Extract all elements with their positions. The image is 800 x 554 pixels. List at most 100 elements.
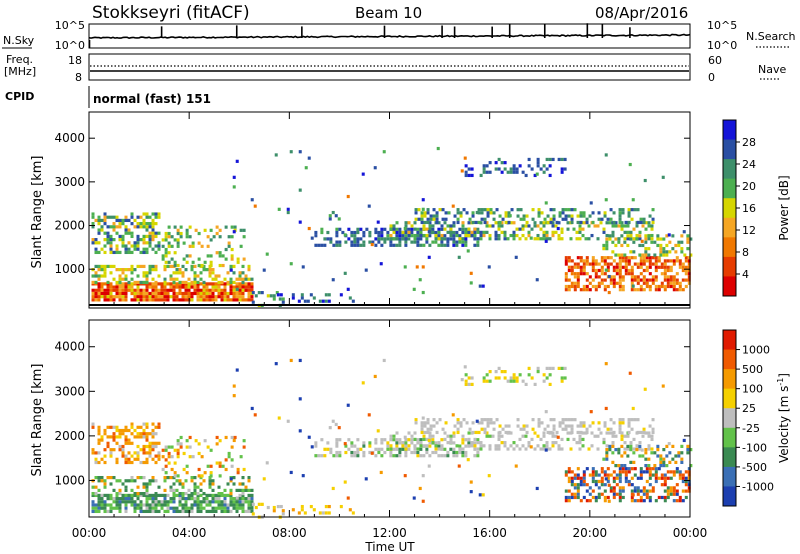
power-cell <box>196 288 200 292</box>
power-cell <box>542 164 546 168</box>
velocity-cell <box>118 497 122 501</box>
power-cell <box>677 240 681 244</box>
velocity-cell <box>133 506 137 510</box>
power-cell <box>618 214 622 218</box>
velocity-cell <box>611 441 615 445</box>
velocity-cell <box>184 500 188 504</box>
velocity-cell <box>178 497 182 501</box>
power-cell <box>403 265 407 269</box>
velocity-cell <box>659 454 663 458</box>
power-cell <box>603 211 607 215</box>
power-cell <box>686 240 690 244</box>
power-cell <box>109 295 113 299</box>
velocity-cell <box>464 379 468 383</box>
power-cell <box>151 295 155 299</box>
power-cell <box>644 221 648 225</box>
power-cell <box>209 228 213 232</box>
velocity-cell <box>224 435 228 440</box>
power-cell <box>618 284 622 289</box>
power-cell <box>440 224 444 228</box>
power-cell <box>657 259 661 263</box>
power-cell <box>307 226 311 231</box>
power-cell <box>232 288 236 292</box>
power-cell <box>426 211 430 215</box>
velocity-cell <box>100 500 104 504</box>
power-cell <box>157 291 161 296</box>
power-x-axis <box>88 112 691 305</box>
power-cell <box>106 295 110 299</box>
power-cell <box>262 268 266 272</box>
velocity-cell <box>540 421 544 425</box>
velocity-cell <box>109 435 113 439</box>
velocity-cell <box>94 506 98 510</box>
velocity-cell <box>303 511 307 515</box>
power-cell <box>671 234 675 238</box>
power-cell <box>359 237 363 241</box>
velocity-cell <box>438 418 442 422</box>
power-cell <box>300 296 304 300</box>
velocity-cell <box>226 506 230 510</box>
power-cell <box>392 230 396 234</box>
power-cell <box>656 234 660 238</box>
velocity-cell <box>230 464 234 468</box>
velocity-cell <box>542 379 546 383</box>
velocity-cell <box>645 492 649 496</box>
velocity-cell <box>97 488 101 492</box>
velocity-cell <box>223 509 227 514</box>
power-cell <box>199 277 203 281</box>
power-cell <box>97 282 101 286</box>
velocity-cell <box>636 430 640 435</box>
power-cell <box>97 250 101 255</box>
velocity-cell <box>500 441 504 445</box>
power-cell <box>109 285 113 289</box>
power-cell <box>524 224 528 228</box>
velocity-cell <box>226 503 230 507</box>
velocity-cell <box>169 488 173 492</box>
velocity-cell <box>576 495 580 500</box>
power-cell <box>145 215 149 219</box>
velocity-cell <box>197 451 201 456</box>
velocity-cell <box>241 482 245 486</box>
velocity-cell <box>232 482 236 486</box>
power-cell <box>386 237 390 241</box>
power-cell <box>241 298 245 302</box>
power-cell <box>434 240 438 244</box>
power-cell <box>647 224 651 228</box>
power-cell <box>497 224 501 228</box>
power-cell <box>148 298 152 302</box>
power-cell <box>317 243 321 247</box>
velocity-cell <box>488 444 492 448</box>
power-cell <box>648 256 652 260</box>
power-cell <box>197 231 201 236</box>
velocity-cell <box>221 464 225 468</box>
power-cell <box>435 211 439 215</box>
power-cell <box>564 275 568 279</box>
velocity-cell <box>226 482 230 486</box>
power-cell <box>588 262 592 266</box>
power-cell <box>145 228 149 232</box>
velocity-cell <box>139 475 143 480</box>
power-cell <box>578 224 582 228</box>
power-cell <box>525 214 529 218</box>
velocity-cell <box>642 492 646 496</box>
power-cell <box>620 243 624 248</box>
power-cell <box>235 287 239 291</box>
power-cell <box>630 217 634 221</box>
power-cell <box>179 225 183 229</box>
velocity-cell <box>395 444 399 448</box>
velocity-cell <box>91 503 95 507</box>
power-cell <box>97 215 101 219</box>
power-cell <box>163 295 167 299</box>
velocity-cell <box>606 473 610 477</box>
velocity-cell <box>169 485 173 489</box>
power-cell <box>205 298 209 302</box>
power-cell <box>163 268 167 272</box>
velocity-cell <box>642 470 646 474</box>
velocity-cell <box>389 444 393 448</box>
power-cell <box>142 295 146 299</box>
power-cell <box>497 227 501 231</box>
velocity-cell <box>335 441 339 445</box>
power-cell <box>689 253 693 257</box>
power-cell <box>139 264 143 269</box>
power-cell <box>277 207 281 211</box>
